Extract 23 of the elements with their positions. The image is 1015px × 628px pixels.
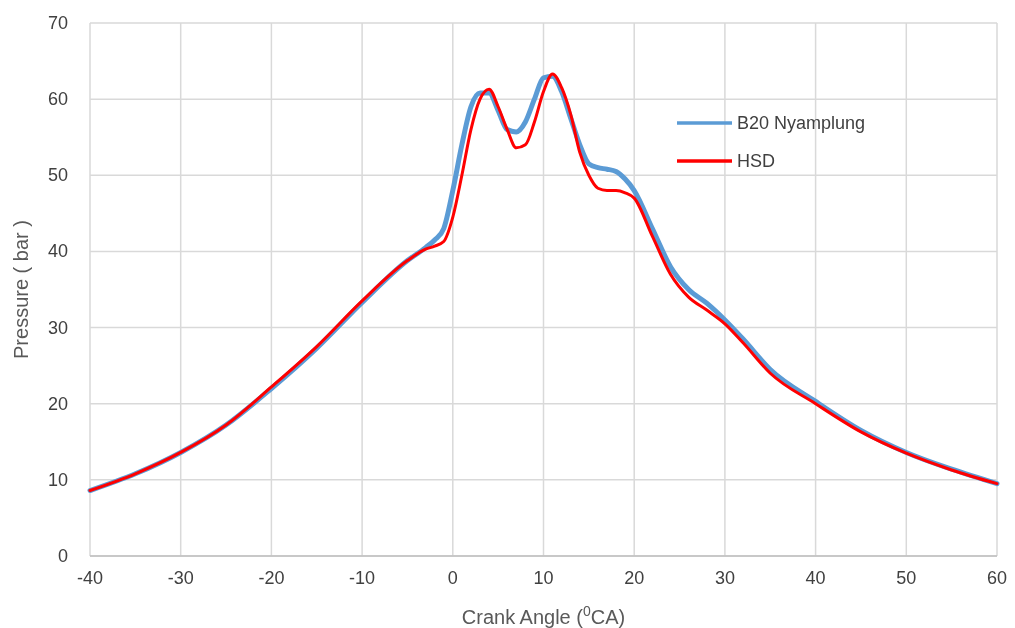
- y-tick-label: 0: [57, 546, 68, 566]
- x-tick-label: 60: [986, 568, 1008, 588]
- y-tick-label: 10: [47, 469, 68, 490]
- x-tick-label: 0: [447, 568, 458, 588]
- x-tick-label: -20: [258, 568, 285, 588]
- x-tick-label: 40: [805, 568, 826, 588]
- x-tick-label: 10: [533, 568, 554, 588]
- y-tick-label: 40: [47, 241, 68, 262]
- x-tick-label: -40: [76, 568, 104, 588]
- y-tick-label: 60: [47, 89, 68, 110]
- x-tick-label: 50: [896, 568, 917, 588]
- x-tick-label: 30: [714, 568, 735, 588]
- y-axis-title: Pressure ( bar ): [10, 220, 32, 359]
- x-tick-label: -10: [349, 568, 376, 588]
- y-tick-label: 30: [47, 317, 68, 338]
- x-tick-label: -30: [167, 568, 194, 588]
- x-tick-label: 20: [624, 568, 645, 588]
- y-tick-label: 70: [47, 13, 68, 33]
- y-tick-label: 50: [47, 165, 68, 186]
- x-axis-title: Crank Angle ($^{0}$CA): [461, 603, 626, 628]
- legend-label: B20 Nyamplung: [737, 113, 866, 133]
- y-tick-label: 20: [47, 393, 68, 414]
- legend-label: HSD: [737, 151, 776, 171]
